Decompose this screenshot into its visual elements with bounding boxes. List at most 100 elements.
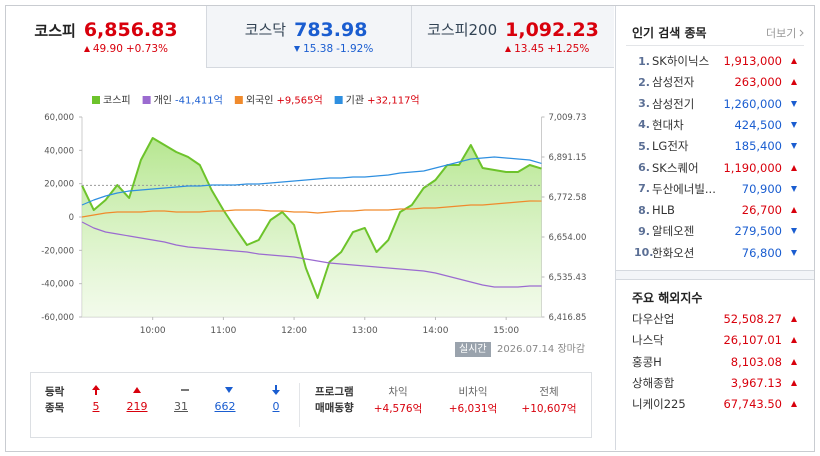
stock-price: 263,000 xyxy=(734,75,782,90)
legend-name: 코스피 xyxy=(103,95,131,107)
section-gap xyxy=(616,270,814,280)
index-values: 6,856.83 49.90 +0.73% xyxy=(83,19,178,55)
popular-item[interactable]: 7. 두산에너빌... 70,900 xyxy=(616,179,814,199)
status-date: 2026.07.14 xyxy=(497,344,555,355)
stock-name: 삼성전기 xyxy=(652,96,695,111)
x-tick-label: 10:00 xyxy=(140,326,166,336)
legend-value: +32,117억 xyxy=(367,95,420,107)
stock-price: 76,800 xyxy=(741,245,782,260)
popular-item[interactable]: 1. SK하이닉스 1,913,000 xyxy=(616,51,814,71)
y2-tick-label: 6,535.43 xyxy=(549,273,587,283)
legend-swatch xyxy=(334,96,343,104)
direction-icon xyxy=(791,249,797,256)
index-change: 13.45 +1.25% xyxy=(505,43,599,55)
overseas-item[interactable]: 다우산업 52,508.27 xyxy=(616,309,814,329)
legend-value: +9,565억 xyxy=(276,95,322,107)
stock-name: SK하이닉스 xyxy=(652,54,710,68)
direction-icon xyxy=(791,143,797,150)
stock-name: HLB xyxy=(652,203,675,218)
index-name: 코스피200 xyxy=(427,21,498,39)
breadth-icons xyxy=(92,385,280,395)
legend-name: 기관 xyxy=(346,95,364,107)
index-tab[interactable]: 코스피 6,856.83 49.90 +0.73% xyxy=(6,6,206,68)
divider xyxy=(299,383,300,427)
direction-icon xyxy=(791,79,797,86)
index-tab[interactable]: 코스닥 783.98 15.38 -1.92% xyxy=(206,6,411,68)
x-tick-label: 12:00 xyxy=(281,326,307,336)
live-badge: 실시간 xyxy=(455,342,491,357)
index-name: 상해종합 xyxy=(632,375,675,390)
popular-item[interactable]: 10. 한화오션 76,800 xyxy=(616,243,814,263)
y2-tick-label: 6,772.58 xyxy=(549,193,587,203)
legend-name: 외국인 xyxy=(246,95,274,107)
overseas-item[interactable]: 홍콩H 8,103.08 xyxy=(616,352,814,372)
index-value: 1,092.23 xyxy=(505,18,599,41)
change-rate: +0.73% xyxy=(125,43,169,55)
direction-icon xyxy=(791,358,797,365)
index-tab[interactable]: 코스피200 1,092.23 13.45 +1.25% xyxy=(411,6,614,68)
series-line xyxy=(81,200,542,218)
index-name: 니케이225 xyxy=(632,397,686,412)
legend-value: -41,411억 xyxy=(175,95,223,107)
breadth-title: 등락 종목 xyxy=(45,384,64,416)
rank: 4. xyxy=(638,118,650,132)
direction-icon xyxy=(791,228,797,235)
popular-item[interactable]: 3. 삼성전기 1,260,000 xyxy=(616,94,814,114)
index-values: 783.98 15.38 -1.92% xyxy=(294,19,373,55)
overseas-item[interactable]: 나스닥 26,107.01 xyxy=(616,330,814,350)
legend-name: 개인 xyxy=(154,95,172,107)
rank: 1. xyxy=(638,54,650,68)
rise-icon xyxy=(133,387,141,393)
y-tick-label: -60,000 xyxy=(41,313,74,323)
breadth-count[interactable]: 219 xyxy=(126,400,148,413)
change-rate: -1.92% xyxy=(336,42,374,55)
breadth-count[interactable]: 0 xyxy=(272,400,280,413)
overseas-item[interactable]: 니케이225 67,743.50 xyxy=(616,394,814,414)
change-rate: +1.25% xyxy=(547,42,590,55)
y2-tick-label: 6,416.85 xyxy=(549,313,587,323)
rank: 5. xyxy=(638,139,650,153)
index-value: 26,107.01 xyxy=(723,333,782,348)
stock-name: 두산에너빌... xyxy=(652,181,716,196)
y2-tick-label: 6,891.15 xyxy=(549,153,587,163)
breadth-count[interactable]: 31 xyxy=(174,400,188,413)
program-value: +10,607억 xyxy=(521,403,577,415)
direction-icon xyxy=(791,121,797,128)
overseas-item[interactable]: 상해종합 3,967.13 xyxy=(616,373,814,393)
stock-name: 한화오션 xyxy=(652,245,695,260)
legend-swatch xyxy=(234,96,243,104)
popular-item[interactable]: 9. 알테오젠 279,500 xyxy=(616,221,814,241)
area xyxy=(82,137,542,317)
direction-icon xyxy=(791,337,797,344)
flat-icon xyxy=(181,389,189,391)
x-tick-label: 11:00 xyxy=(210,326,236,336)
more-link[interactable]: 더보기 xyxy=(766,25,805,41)
index-name: 나스닥 xyxy=(632,333,664,348)
breadth-count[interactable]: 662 xyxy=(214,400,236,413)
program-title: 프로그램 매매동향 xyxy=(315,384,354,416)
stock-price: 1,913,000 xyxy=(723,54,782,68)
popular-item[interactable]: 5. LG전자 185,400 xyxy=(616,136,814,156)
direction-icon xyxy=(791,207,797,214)
program-title-line: 매매동향 xyxy=(315,402,354,414)
direction-icon xyxy=(294,45,301,52)
popular-item[interactable]: 2. 삼성전자 263,000 xyxy=(616,72,814,92)
direction-icon xyxy=(791,185,797,192)
rank: 9. xyxy=(638,224,650,238)
direction-icon xyxy=(791,401,797,408)
breadth-count[interactable]: 5 xyxy=(92,400,100,413)
popular-item[interactable]: 8. HLB 26,700 xyxy=(616,200,814,220)
popular-title: 인기 검색 종목 xyxy=(632,26,707,40)
index-value: 783.98 xyxy=(294,18,368,41)
legend-swatch xyxy=(142,96,151,104)
program-value: +4,576억 xyxy=(373,403,423,415)
rank: 8. xyxy=(638,203,650,217)
popular-item[interactable]: 6. SK스퀘어 1,190,000 xyxy=(616,158,814,178)
program-value: +6,031억 xyxy=(448,403,498,415)
overseas-title: 주요 해외지수 xyxy=(632,291,703,305)
breadth-title-line: 종목 xyxy=(45,402,65,414)
index-value: 6,856.83 xyxy=(83,19,178,41)
index-name: 홍콩H xyxy=(632,354,662,369)
popular-item[interactable]: 4. 현대차 424,500 xyxy=(616,115,814,135)
program-label: 전체 xyxy=(539,386,559,398)
